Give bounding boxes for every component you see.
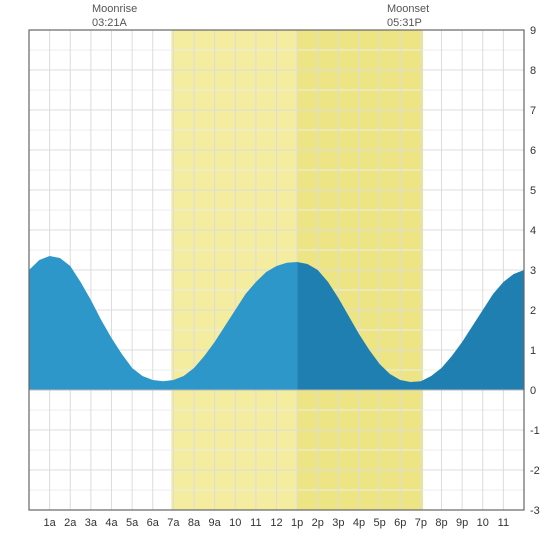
svg-text:2: 2: [530, 305, 536, 317]
svg-text:-1: -1: [530, 425, 540, 437]
svg-text:6a: 6a: [147, 517, 160, 529]
svg-text:8: 8: [530, 65, 536, 77]
svg-text:3p: 3p: [332, 517, 344, 529]
tide-chart: -3-2-101234567891a2a3a4a5a6a7a8a9a101112…: [0, 0, 550, 550]
moonrise-label: Moonrise: [92, 2, 137, 16]
svg-text:7: 7: [530, 105, 536, 117]
svg-text:9a: 9a: [209, 517, 222, 529]
svg-text:9p: 9p: [456, 517, 468, 529]
svg-text:12: 12: [270, 517, 282, 529]
moonrise-annotation: Moonrise 03:21A: [92, 2, 137, 31]
svg-text:9: 9: [530, 25, 536, 37]
svg-text:-2: -2: [530, 465, 540, 477]
moonrise-time: 03:21A: [92, 16, 137, 30]
svg-text:3a: 3a: [85, 517, 98, 529]
svg-text:8a: 8a: [188, 517, 201, 529]
svg-text:4a: 4a: [105, 517, 118, 529]
svg-text:1: 1: [530, 345, 536, 357]
svg-text:5a: 5a: [126, 517, 139, 529]
tide-chart-container: Moonrise 03:21A Moonset 05:31P -3-2-1012…: [0, 0, 550, 550]
moonset-annotation: Moonset 05:31P: [387, 2, 429, 31]
svg-text:-3: -3: [530, 505, 540, 517]
svg-text:3: 3: [530, 265, 536, 277]
svg-text:1a: 1a: [44, 517, 57, 529]
svg-text:4p: 4p: [353, 517, 365, 529]
svg-text:6: 6: [530, 145, 536, 157]
svg-text:7a: 7a: [167, 517, 180, 529]
svg-text:0: 0: [530, 385, 536, 397]
svg-text:5: 5: [530, 185, 536, 197]
svg-text:2p: 2p: [312, 517, 324, 529]
svg-text:4: 4: [530, 225, 536, 237]
svg-text:1p: 1p: [291, 517, 303, 529]
svg-text:10: 10: [477, 517, 489, 529]
svg-text:7p: 7p: [415, 517, 427, 529]
svg-text:8p: 8p: [435, 517, 447, 529]
svg-text:11: 11: [498, 517, 509, 529]
svg-text:11: 11: [250, 517, 261, 529]
svg-text:2a: 2a: [64, 517, 77, 529]
moonset-label: Moonset: [387, 2, 429, 16]
svg-text:10: 10: [229, 517, 241, 529]
svg-text:5p: 5p: [374, 517, 386, 529]
svg-text:6p: 6p: [394, 517, 406, 529]
moonset-time: 05:31P: [387, 16, 429, 30]
